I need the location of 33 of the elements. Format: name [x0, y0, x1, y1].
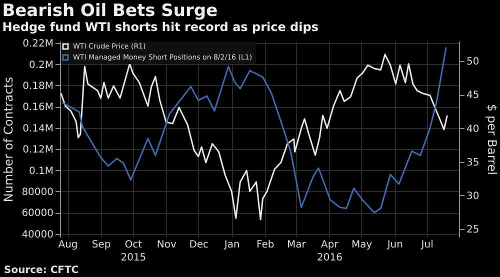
y2-tick-label: 30 [466, 190, 480, 202]
x-tick-label: Oct 2015 [120, 240, 146, 264]
x-tick-label: Aug [58, 240, 78, 250]
y-tick-label: 0.16M [22, 102, 54, 114]
x-tick-label: Apr 2016 [316, 240, 342, 264]
y-tick-label: 0.18M [22, 80, 54, 92]
x-tick-label: Sep [92, 240, 111, 250]
chart-title: Bearish Oil Bets Surge [2, 1, 218, 22]
y2-tick-label: 45 [466, 90, 480, 102]
y2-tick-label: 25 [466, 224, 480, 236]
chart-subtitle: Hedge fund WTI shorts hit record as price dips [2, 20, 318, 34]
x-tick-label: Jan [223, 240, 240, 250]
y-tick-label: 0.22M [22, 38, 54, 50]
y-tick-label: 0.12M [22, 144, 54, 156]
x-tick-label: Feb [256, 240, 274, 250]
y-tick-label: 80000 [22, 186, 54, 198]
x-tick-label: Nov [156, 240, 177, 250]
y-tick-label: 0.1M [28, 166, 54, 177]
y-tick-label: 40000 [22, 229, 54, 240]
x-tick-label: May [352, 240, 372, 250]
source-note: Source: CFTC [4, 265, 79, 276]
y-axis-title: Number of Contracts [2, 76, 16, 202]
y2-tick-label: 35 [466, 157, 480, 168]
y2-axis-title: $ per Barrel [485, 104, 500, 175]
x-tick-label: Jul [420, 240, 434, 250]
y-tick-label: 0.14M [22, 123, 54, 134]
x-tick-label: Mar [287, 240, 307, 250]
y-tick-label: 60000 [22, 208, 54, 220]
y2-tick-label: 40 [466, 124, 480, 135]
x-tick-label: Dec [189, 240, 209, 250]
y2-tick-label: 50 [466, 56, 480, 68]
y-tick-label: 0.2M [28, 60, 54, 71]
x-tick-label: Jun [386, 240, 403, 250]
